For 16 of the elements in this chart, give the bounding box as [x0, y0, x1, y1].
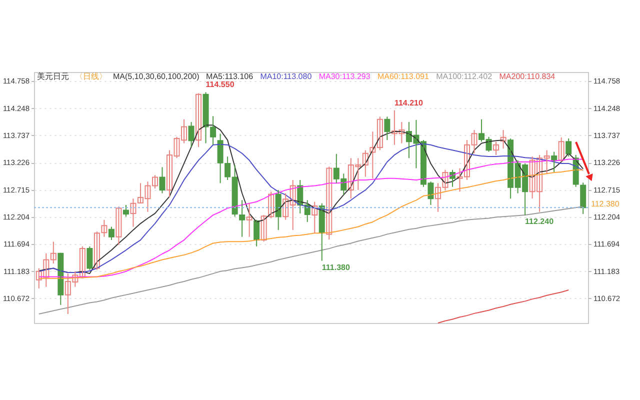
- annotation: 114.210: [394, 98, 424, 108]
- text: MA10:113.080: [260, 72, 312, 81]
- text: MA200:110.834: [499, 72, 556, 81]
- chart-title: 美元日元: [37, 72, 69, 81]
- candlestick: [246, 202, 252, 238]
- annotation: 112.240: [525, 217, 554, 226]
- annotation: MA(5,10,30,60,100,200): [113, 72, 200, 81]
- ref-line-label: 112.380: [591, 200, 620, 209]
- text: MA5:113.106: [206, 72, 254, 81]
- text: MA60:113.091: [377, 72, 430, 81]
- annotation: 114.550: [206, 80, 235, 90]
- chart-subtitle: 〈日线〉: [75, 72, 107, 81]
- annotation: 111.380: [322, 262, 350, 272]
- line-series: [437, 290, 570, 324]
- text: MA100:112.402: [436, 72, 493, 81]
- text: MA30:113.293: [318, 72, 371, 81]
